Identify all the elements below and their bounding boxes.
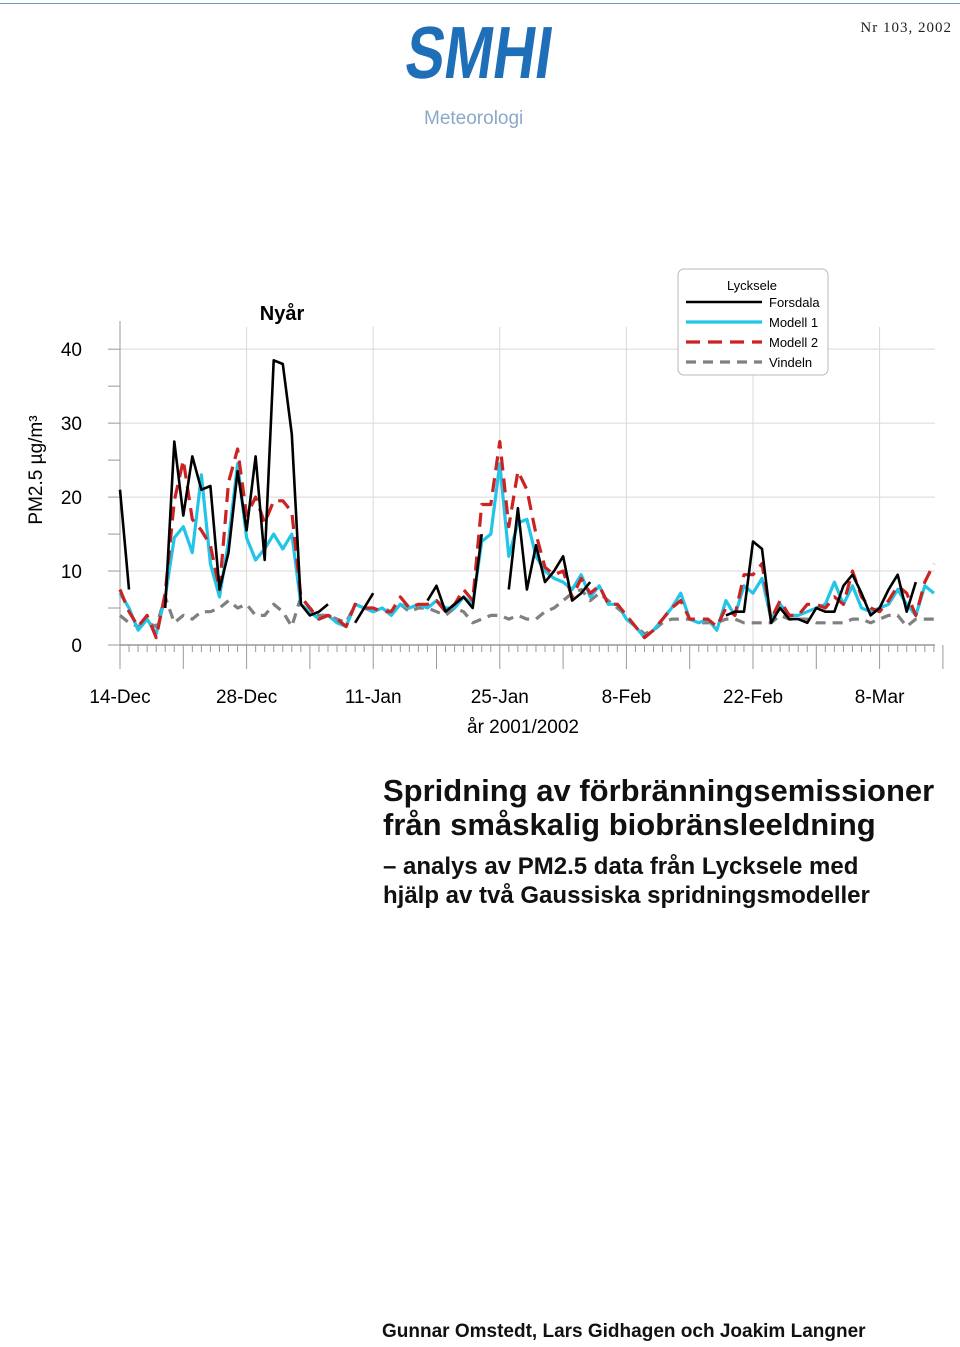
- x-tick-label: 8-Mar: [855, 687, 905, 708]
- legend-label: Modell 2: [769, 335, 818, 350]
- report-number: Nr 103, 2002: [860, 20, 952, 36]
- department-label: Meteorologi: [424, 108, 524, 129]
- legend-label: Vindeln: [769, 355, 812, 370]
- y-axis-label: PM2.5 µg/m³: [26, 415, 47, 524]
- pm25-line-chart: 0 10 20 30 40 14-Dec 28-Dec 11-Jan 25-Jan 8-Feb 22…: [26, 268, 944, 738]
- y-tick-label: 10: [61, 562, 82, 583]
- subtitle-line-2: hjälp av två Gaussiska spridningsmodelle…: [383, 882, 870, 909]
- legend-label: Forsdala: [769, 295, 820, 310]
- y-tick-label: 40: [61, 340, 82, 361]
- y-tick-label: 0: [71, 636, 82, 657]
- x-tick-label: 8-Feb: [602, 687, 652, 708]
- legend-label: Modell 1: [769, 315, 818, 330]
- x-tick-label: 25-Jan: [471, 687, 529, 708]
- x-tick-label: 14-Dec: [89, 687, 150, 708]
- top-rule: [0, 3, 960, 4]
- series-line-modell-2: [118, 440, 936, 640]
- title-line-2: från småskalig biobränsleeldning: [383, 807, 876, 842]
- y-tick-label: 20: [61, 488, 82, 509]
- title-line-1: Spridning av förbränningsemissioner: [383, 773, 935, 808]
- x-tick-label: 28-Dec: [216, 687, 277, 708]
- series-line-modell-1: [118, 462, 935, 640]
- x-tick-label: 22-Feb: [723, 687, 783, 708]
- authors: Gunnar Omstedt, Lars Gidhagen och Joakim…: [382, 1321, 866, 1342]
- cover-title-block: Spridning av förbränningsemissioner från…: [383, 774, 953, 910]
- smhi-logo: SMHI: [403, 20, 555, 82]
- series-line-vindeln: [118, 587, 934, 636]
- x-tick-label: 11-Jan: [345, 687, 402, 708]
- x-axis-label: år 2001/2002: [467, 717, 579, 738]
- series-line-forsdala: [118, 359, 918, 625]
- axes: 0 10 20 30 40 14-Dec 28-Dec 11-Jan 25-Jan 8-Feb 22…: [61, 321, 944, 708]
- series-lines: [118, 359, 936, 640]
- subtitle-line-1: – analys av PM2.5 data från Lycksele med: [383, 853, 859, 880]
- annotation-nyar: Nyår: [260, 302, 305, 325]
- svg-text:SMHI: SMHI: [403, 20, 555, 82]
- legend-title: Lycksele: [727, 278, 777, 293]
- y-tick-label: 30: [61, 414, 82, 435]
- legend: Lycksele Forsdala Modell 1 Modell 2 Vindeln: [677, 268, 829, 376]
